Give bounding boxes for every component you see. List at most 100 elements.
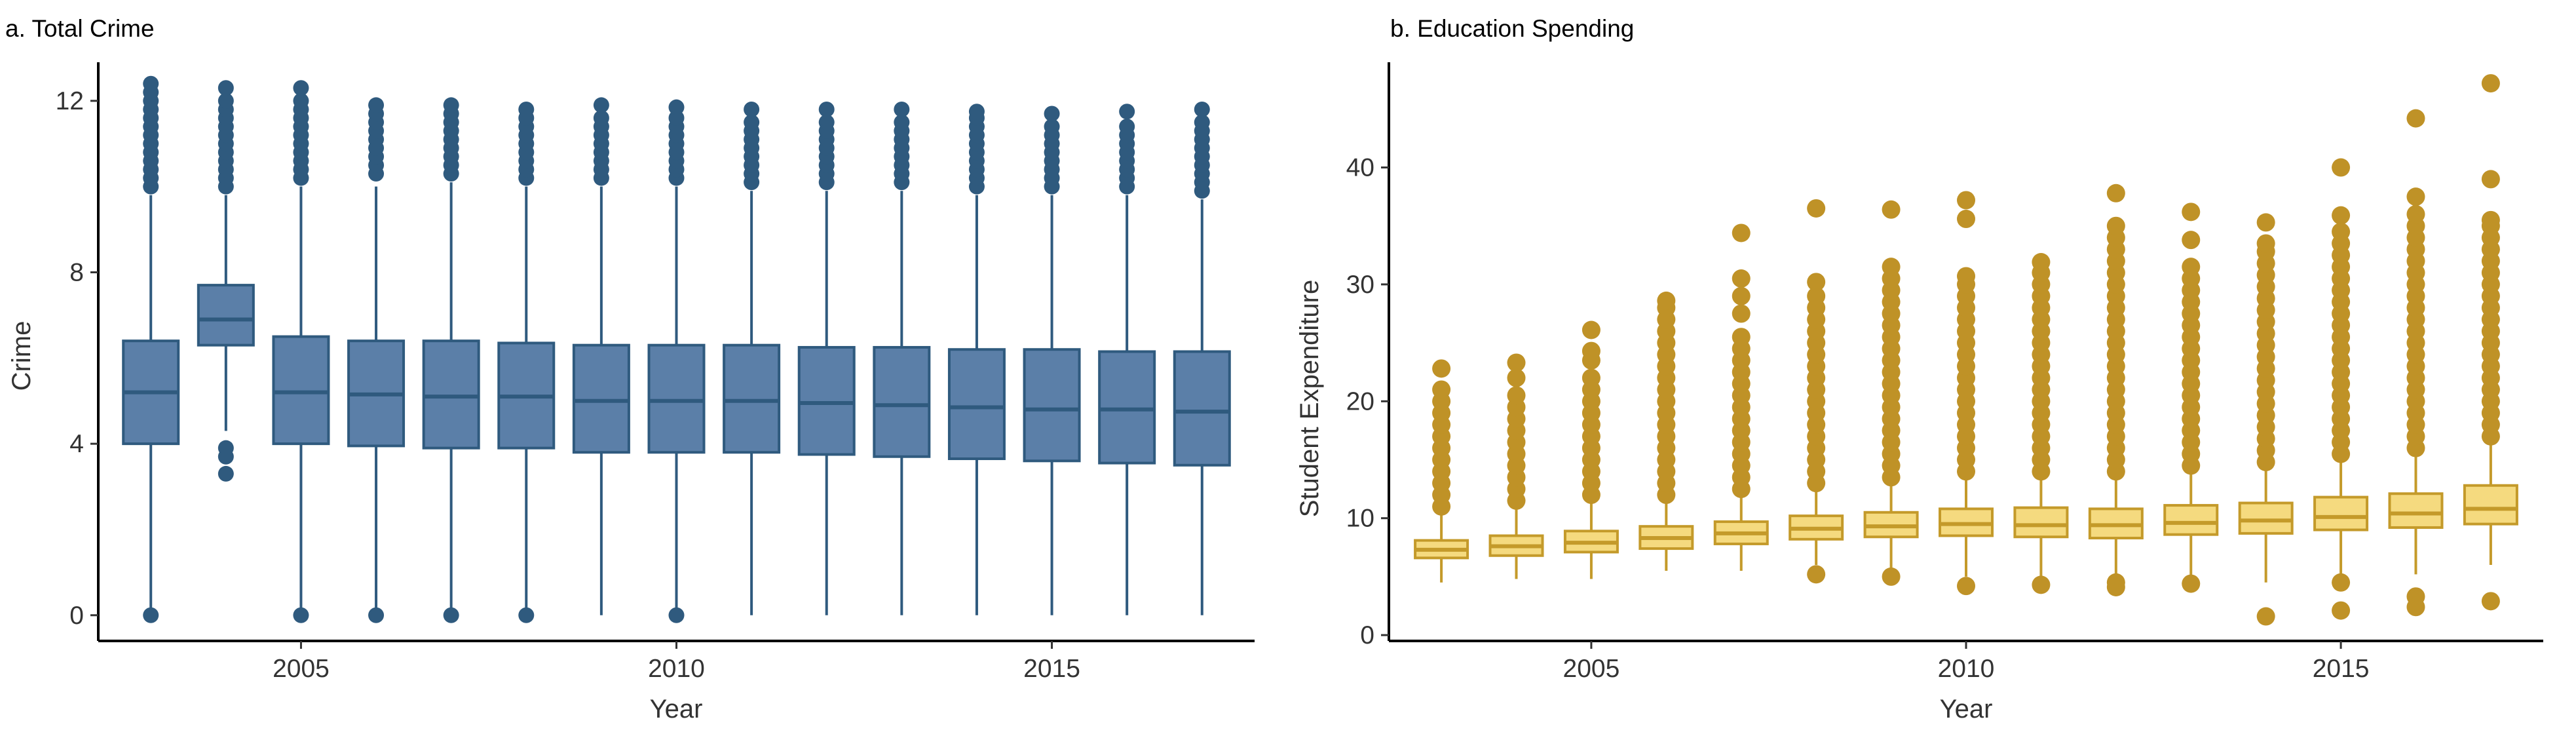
outlier-point — [1507, 368, 1526, 387]
outlier-point — [2106, 184, 2125, 203]
outlier-point — [1732, 286, 1751, 305]
box-2013 — [2163, 504, 2219, 536]
outlier-point — [1732, 328, 1751, 347]
outlier-point — [368, 97, 385, 113]
x-tick-label: 2015 — [2313, 655, 2370, 683]
outlier-point — [518, 101, 535, 117]
plot-area: 0 4 8 12 2005 2010 2015 — [56, 62, 1255, 683]
plot-area: 0 10 20 30 40 2005 2010 2015 — [1346, 62, 2543, 683]
outlier-point — [2332, 206, 2351, 225]
outlier-point — [818, 101, 835, 117]
box-2014 — [2238, 501, 2294, 535]
y-tick-label: 0 — [69, 602, 84, 630]
outlier-point — [293, 607, 309, 623]
outlier-point — [1957, 191, 1975, 210]
outlier-point — [1582, 368, 1601, 387]
outlier-point — [518, 607, 535, 623]
outlier-point — [1882, 258, 1901, 277]
outlier-point — [1044, 119, 1060, 135]
outlier-point — [1807, 199, 1826, 218]
outlier-point — [2256, 607, 2275, 626]
outlier-point — [1807, 286, 1826, 305]
box-2015 — [2313, 495, 2369, 531]
box-2004 — [197, 284, 255, 347]
outlier-point — [2032, 253, 2051, 272]
outlier-point — [2182, 231, 2201, 250]
x-tick-label: 2015 — [1023, 655, 1080, 683]
outlier-point — [668, 99, 685, 115]
outlier-point — [2032, 575, 2051, 594]
outlier-point — [1582, 341, 1601, 360]
outlier-point — [2256, 234, 2275, 253]
outlier-point — [1432, 380, 1451, 399]
box-2011 — [723, 343, 781, 454]
outlier-point — [293, 92, 309, 109]
outlier-point — [1882, 200, 1901, 219]
outlier-point — [1732, 304, 1751, 323]
outlier-point — [1044, 106, 1060, 122]
outlier-point — [2332, 601, 2351, 620]
outlier-point — [2106, 216, 2125, 235]
y-tick-label: 4 — [69, 430, 84, 458]
outlier-point — [2182, 258, 2201, 277]
outlier-point — [2406, 204, 2425, 223]
outlier-point — [668, 607, 685, 623]
outlier-point — [744, 114, 760, 130]
box-2016 — [2388, 492, 2444, 529]
box-2014 — [947, 348, 1006, 461]
y-axis-title: Crime — [7, 321, 36, 391]
outlier-point — [1119, 119, 1135, 135]
y-tick-label: 40 — [1346, 154, 1374, 182]
outlier-point — [2332, 573, 2351, 592]
outlier-point — [1732, 223, 1751, 242]
outlier-point — [593, 110, 609, 126]
outlier-point — [143, 607, 159, 623]
outlier-point — [218, 465, 234, 482]
panel-title: a. Total Crime — [5, 15, 155, 42]
outlier-point — [443, 607, 459, 623]
y-tick-label: 12 — [56, 87, 84, 115]
outlier-point — [818, 114, 835, 130]
outlier-point — [1882, 567, 1901, 586]
outlier-point — [1119, 104, 1135, 120]
outlier-point — [2332, 222, 2351, 241]
box-2007 — [422, 339, 480, 450]
x-axis-title: Year — [650, 695, 703, 724]
panel-total-crime: a. Total Crime Crime Year 0 4 8 12 2005 2010 2… — [5, 15, 1255, 724]
x-tick-label: 2010 — [648, 655, 705, 683]
outlier-point — [218, 448, 234, 465]
outlier-point — [2481, 592, 2500, 611]
outlier-point — [968, 104, 985, 120]
outlier-point — [2182, 574, 2201, 593]
outlier-point — [2182, 203, 2201, 222]
box-2017 — [2463, 484, 2518, 526]
outlier-point — [2406, 187, 2425, 206]
y-tick-label: 8 — [69, 258, 84, 286]
outlier-point — [443, 97, 459, 113]
outlier-point — [218, 92, 234, 109]
y-tick-label: 30 — [1346, 271, 1374, 299]
box-2005 — [272, 335, 330, 446]
y-tick-label: 0 — [1360, 621, 1374, 649]
box-2015 — [1023, 348, 1081, 463]
outlier-point — [2406, 109, 2425, 128]
outlier-point — [2332, 158, 2351, 177]
outlier-point — [1657, 291, 1676, 310]
outlier-point — [1582, 320, 1601, 339]
outlier-point — [2106, 577, 2125, 596]
x-tick-label: 2010 — [1938, 655, 1995, 683]
y-axis-title: Student Expenditure — [1295, 280, 1324, 517]
outlier-point — [2481, 210, 2500, 229]
outlier-point — [1194, 114, 1210, 130]
box-2012 — [797, 345, 856, 456]
outlier-point — [593, 97, 609, 113]
x-tick-label: 2005 — [273, 655, 330, 683]
outlier-point — [894, 114, 910, 130]
box-2017 — [1173, 350, 1231, 467]
outlier-point — [1507, 353, 1526, 372]
outlier-point — [2481, 74, 2500, 93]
outlier-point — [293, 80, 309, 96]
outlier-point — [1807, 273, 1826, 292]
panel-education-spending: b. Education Spending Student Expenditur… — [1295, 15, 2543, 724]
